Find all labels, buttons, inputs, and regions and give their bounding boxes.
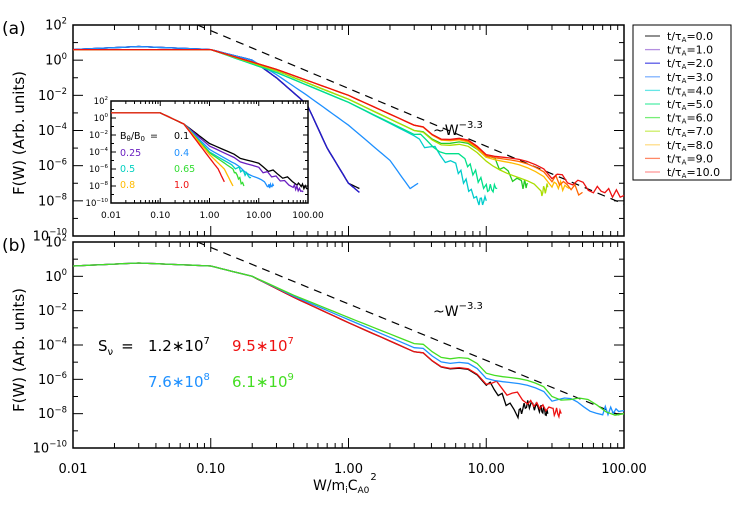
inset-legend-value: 0.1 bbox=[174, 131, 189, 142]
y-tick-label: 10−4 bbox=[38, 336, 67, 354]
power-law-annotation: ~W−3.3 bbox=[433, 301, 483, 320]
y-tick-label: 10−4 bbox=[89, 147, 108, 158]
legend-entry-label: t/τA=1.0 bbox=[667, 44, 713, 58]
legend-entry-label: t/τA=8.0 bbox=[667, 139, 713, 153]
legend-box bbox=[632, 24, 732, 181]
inset-legend-value: 0.25 bbox=[120, 148, 141, 159]
y-tick-label: 100 bbox=[45, 267, 67, 285]
legend-entry-label: t/τA=2.0 bbox=[667, 57, 713, 71]
inset-legend-value: 0.8 bbox=[120, 180, 135, 191]
series-line bbox=[72, 45, 419, 190]
s-nu-label: Sν = bbox=[98, 337, 134, 358]
legend-entry-label: t/τA=10.0 bbox=[667, 166, 720, 180]
y-tick-label: 10−8 bbox=[89, 181, 108, 192]
y-tick-label: 102 bbox=[45, 233, 67, 251]
y-tick-label: 10−2 bbox=[38, 86, 67, 104]
y-tick-label: 10−6 bbox=[38, 156, 67, 174]
y-tick-label: 10−4 bbox=[38, 121, 67, 139]
s-nu-value: 7.6∗108 bbox=[148, 372, 210, 391]
inset-legend-value: 0.5 bbox=[120, 164, 135, 175]
x-tick-label: 1.00 bbox=[199, 211, 219, 221]
y-tick-label: 102 bbox=[45, 16, 67, 34]
legend-entry-label: t/τA=5.0 bbox=[667, 98, 713, 112]
x-tick-label: 10.00 bbox=[246, 211, 272, 221]
y-tick-label: 10−6 bbox=[89, 164, 108, 175]
x-tick-label: 100.00 bbox=[292, 211, 324, 221]
svg-text:W/miCA02: W/miCA02 bbox=[313, 472, 377, 496]
series-line bbox=[72, 262, 562, 420]
s-nu-value: 9.5∗107 bbox=[232, 336, 294, 355]
y-tick-label: 102 bbox=[94, 96, 108, 107]
inset-plot: 102 100 10−2 10−4 10−6 10−8 10−10 0.01 0.10 1.00 1… bbox=[86, 96, 324, 221]
y-tick-label: 10−10 bbox=[33, 227, 67, 245]
x-tick-label: 10.00 bbox=[468, 462, 505, 477]
x-axis-title: W/miCA02 bbox=[313, 472, 377, 496]
x-tick-label: 0.10 bbox=[150, 211, 170, 221]
panel-b-plot: 102 100 10−2 10−4 10−6 10−8 10−10 0.01 0.10 1.00 1… bbox=[33, 233, 647, 477]
legend-entry-label: t/τA=3.0 bbox=[667, 71, 713, 85]
inset-legend-value: 0.65 bbox=[174, 164, 195, 175]
legend-entry-label: t/τA=7.0 bbox=[667, 125, 713, 139]
series-line bbox=[73, 48, 625, 199]
panel-a-plot: 102 100 10−2 10−4 10−6 10−8 10−10 ~W−3.3 bbox=[33, 16, 625, 245]
legend-entry-label: t/τA=9.0 bbox=[667, 152, 713, 166]
y-tick-label: 100 bbox=[94, 113, 109, 124]
y-tick-label: 10−8 bbox=[38, 404, 67, 422]
s-nu-value: 6.1∗109 bbox=[232, 372, 294, 391]
legend-entry-label: t/τA=6.0 bbox=[667, 112, 713, 126]
x-tick-label: 100.00 bbox=[601, 462, 647, 477]
power-law-annotation: ~W−3.3 bbox=[433, 120, 483, 139]
legend-entry-label: t/τA=4.0 bbox=[667, 84, 713, 98]
panel-a-label: (a) bbox=[2, 19, 26, 39]
x-tick-label: 1.00 bbox=[334, 462, 363, 477]
panel-b-label: (b) bbox=[2, 236, 26, 256]
y-tick-label: 10−2 bbox=[89, 130, 108, 141]
y-tick-label: 10−10 bbox=[33, 439, 67, 457]
inset-legend-value: 0.4 bbox=[174, 148, 189, 159]
power-law-reference-line bbox=[197, 241, 625, 418]
inset-legend-value: 1.0 bbox=[174, 180, 189, 191]
y-tick-label: 10−8 bbox=[38, 192, 67, 210]
y-axis-label-a: F(W) (Arb. units) bbox=[10, 71, 28, 195]
series-line bbox=[72, 262, 549, 420]
legend: t/τA=0.0t/τA=1.0t/τA=2.0t/τA=3.0t/τA=4.0… bbox=[632, 24, 732, 181]
legend-entry-label: t/τA=0.0 bbox=[667, 30, 713, 44]
inset-legend-title: Bθ/B0 = bbox=[120, 131, 158, 143]
y-axis-label-b: F(W) (Arb. units) bbox=[10, 288, 28, 412]
power-law-reference-line bbox=[197, 24, 625, 205]
y-tick-label: 10−2 bbox=[38, 301, 67, 319]
series-line bbox=[111, 112, 225, 183]
x-tick-label: 0.10 bbox=[196, 462, 225, 477]
y-tick-label: 10−10 bbox=[86, 198, 109, 209]
y-tick-label: 10−6 bbox=[38, 370, 67, 388]
series-line bbox=[72, 262, 625, 416]
x-tick-label: 0.01 bbox=[101, 211, 121, 221]
x-tick-label: 0.01 bbox=[59, 462, 88, 477]
s-nu-value: 1.2∗107 bbox=[148, 336, 210, 355]
y-tick-label: 100 bbox=[45, 51, 67, 69]
